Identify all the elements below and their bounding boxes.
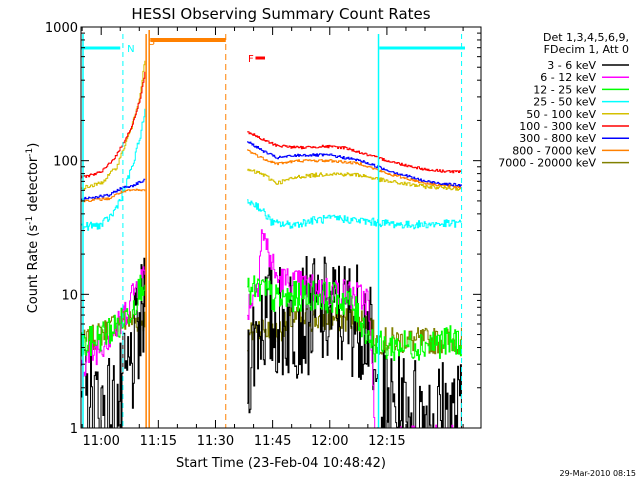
x-axis-label: Start Time (23-Feb-04 10:48:42) xyxy=(176,456,386,471)
x-tick-label: 11:30 xyxy=(197,434,234,449)
series-25-50-kevline xyxy=(81,108,462,231)
legend-label: 3 - 6 keV xyxy=(547,59,596,72)
x-tick-label: 12:15 xyxy=(368,434,405,449)
series-segment xyxy=(81,274,146,357)
y-tick-label: 100 xyxy=(53,155,78,170)
y-tick-label: 1 xyxy=(70,422,78,437)
series-segment xyxy=(81,188,146,203)
series-segment xyxy=(247,275,462,363)
plot-frame xyxy=(80,26,482,429)
series-group xyxy=(81,60,462,428)
annotation-s: S xyxy=(149,37,155,48)
annotation-n: N xyxy=(127,44,134,55)
y-tick-label: 1000 xyxy=(45,21,78,36)
y-axis-label-sup2: -1 xyxy=(25,148,35,157)
series-800-7000-kevline xyxy=(81,149,462,203)
series-segment xyxy=(247,168,462,191)
series-segment xyxy=(247,131,462,174)
legend-label: 12 - 25 keV xyxy=(533,83,596,96)
y-axis-label-base: Count Rate (s xyxy=(26,225,41,314)
y-axis-label-mid: detector xyxy=(26,156,41,216)
legend-header-line-2: FDecim 1, Att 0 xyxy=(544,43,629,56)
x-tick-label: 12:00 xyxy=(311,434,348,449)
y-tick-label: 10 xyxy=(61,288,78,303)
legend-header-line-1: Det 1,3,4,5,6,9, xyxy=(543,31,629,44)
series-segment xyxy=(81,178,146,200)
x-tick-label: 11:45 xyxy=(254,434,291,449)
y-axis-label: Count Rate (s-1 detector-1) xyxy=(25,143,41,314)
legend: Det 1,3,4,5,6,9, FDecim 1, Att 0 3 - 6 k… xyxy=(498,31,629,170)
series-segment xyxy=(247,149,462,189)
x-tick-label: 11:15 xyxy=(140,434,177,449)
series-segment xyxy=(247,141,462,187)
series-50-100-kevline xyxy=(81,60,462,191)
x-tick-label: 11:00 xyxy=(82,434,119,449)
y-axis-label-sup1: -1 xyxy=(25,216,35,225)
legend-label: 7000 - 20000 keV xyxy=(498,157,596,170)
series-100-300-kevline xyxy=(81,71,462,179)
footer-timestamp: 29-Mar-2010 08:15 xyxy=(560,469,637,478)
legend-label: 300 - 800 keV xyxy=(519,132,596,145)
plot-area: N S F xyxy=(81,30,465,428)
y-axis-label-end: ) xyxy=(26,143,41,148)
series-segment xyxy=(81,257,146,428)
legend-label: 100 - 300 keV xyxy=(519,120,596,133)
series-segment xyxy=(81,60,146,190)
series-12-25-kevline xyxy=(81,274,462,363)
legend-label: 25 - 50 keV xyxy=(533,96,596,109)
legend-label: 50 - 100 keV xyxy=(526,108,596,121)
series-300-800-kevline xyxy=(81,141,462,200)
chart-title: HESSI Observing Summary Count Rates xyxy=(131,5,430,23)
series-segment xyxy=(81,71,146,179)
axes: 11:00 11:15 11:30 11:45 12:00 12:15 1 10 100 1000 xyxy=(45,21,481,449)
series-segment xyxy=(247,199,462,230)
legend-label: 800 - 7000 keV xyxy=(512,144,596,157)
series-segment xyxy=(81,108,146,231)
annotation-f: F xyxy=(248,54,254,65)
legend-label: 6 - 12 keV xyxy=(540,71,596,84)
